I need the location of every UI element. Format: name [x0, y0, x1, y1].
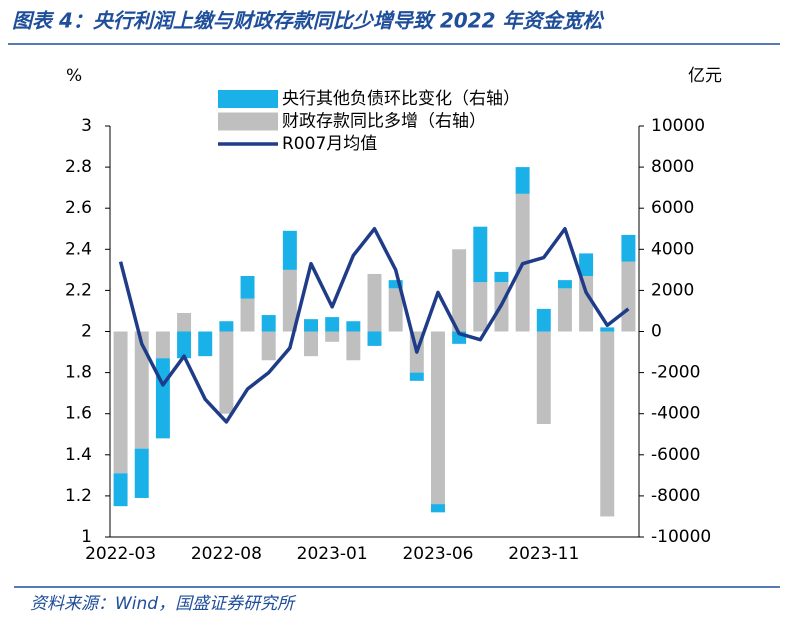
bar	[282, 230, 297, 270]
bar	[325, 331, 340, 342]
bar	[621, 234, 636, 262]
x-tick-label: 2023-06	[402, 544, 473, 564]
bar	[600, 327, 615, 332]
legend-label: 财政存款同比多增（右轴）	[282, 112, 486, 132]
bar	[515, 167, 530, 194]
x-tick-label: 2022-03	[85, 544, 156, 564]
bar	[388, 288, 403, 332]
y-tick-label: 2	[81, 322, 92, 342]
bar	[282, 269, 297, 332]
bar	[473, 282, 488, 332]
bar	[219, 331, 234, 414]
bar	[600, 331, 615, 517]
x-tick-label: 2023-11	[508, 544, 579, 564]
bar	[557, 288, 572, 332]
y2-tick-label: 6000	[651, 198, 694, 218]
x-tick-label: 2022-08	[191, 544, 262, 564]
y2-tick-label: 0	[651, 322, 662, 342]
bar	[198, 331, 213, 357]
bar	[367, 331, 382, 346]
y2-tick-label: 2000	[651, 280, 694, 300]
bar	[240, 276, 255, 299]
bar	[155, 358, 170, 439]
y2-tick-label: 8000	[651, 157, 694, 177]
y-tick-label: 1.4	[65, 445, 92, 465]
bar	[557, 280, 572, 289]
bar	[388, 280, 403, 289]
bar	[621, 261, 636, 332]
bar	[325, 317, 340, 332]
y2-tick-label: 4000	[651, 239, 694, 259]
y-tick-label: 1	[81, 527, 92, 547]
y-tick-label: 2.8	[65, 157, 92, 177]
bar	[177, 313, 192, 332]
bar	[536, 331, 551, 424]
bar	[579, 253, 594, 277]
chart-title: 图表 4：央行利润上缴与财政存款同比少增导致 2022 年资金宽松	[12, 9, 604, 33]
bar	[261, 331, 276, 361]
y-tick-label: 1.2	[65, 486, 92, 506]
line	[118, 227, 630, 424]
bar	[346, 331, 361, 361]
y-tick-label: 2.4	[65, 239, 92, 259]
bar	[409, 372, 424, 381]
y2-tick-label: -4000	[651, 404, 700, 424]
bar	[494, 271, 509, 283]
legend-swatch	[218, 112, 278, 131]
y2-axis-label: 亿元	[688, 66, 722, 86]
bar	[452, 249, 467, 332]
bar	[134, 448, 149, 498]
bar	[346, 321, 361, 332]
bar	[536, 308, 551, 332]
y-tick-label: 3	[81, 116, 92, 136]
legend-label: R007月均值	[282, 134, 377, 154]
y2-tick-label: -8000	[651, 486, 700, 506]
bar	[304, 319, 319, 332]
y-tick-label: 1.8	[65, 363, 92, 383]
x-tick-label: 2023-01	[297, 544, 368, 564]
y2-tick-label: 10000	[651, 116, 705, 136]
bar	[261, 315, 276, 332]
y2-tick-label: -2000	[651, 363, 700, 383]
y-axis-label: %	[66, 66, 82, 86]
source: 资料来源：Wind，国盛证券研究所	[30, 594, 297, 614]
y2-tick-label: -6000	[651, 445, 700, 465]
bar	[240, 298, 255, 332]
bar	[219, 321, 234, 332]
bar	[304, 331, 319, 357]
y-tick-label: 2.6	[65, 198, 92, 218]
legend-label: 央行其他负债环比变化（右轴）	[282, 89, 520, 109]
bar	[177, 331, 192, 359]
bar	[113, 331, 128, 474]
bar	[367, 273, 382, 332]
bar	[430, 331, 445, 505]
bar	[134, 331, 149, 449]
y-tick-label: 1.6	[65, 404, 92, 424]
legend-swatch	[218, 90, 278, 108]
bar	[113, 473, 128, 507]
y2-tick-label: -10000	[651, 527, 711, 547]
y-tick-label: 2.2	[65, 280, 92, 300]
bar	[155, 331, 170, 359]
bar	[473, 226, 488, 283]
bar	[579, 276, 594, 332]
bar	[430, 504, 445, 513]
